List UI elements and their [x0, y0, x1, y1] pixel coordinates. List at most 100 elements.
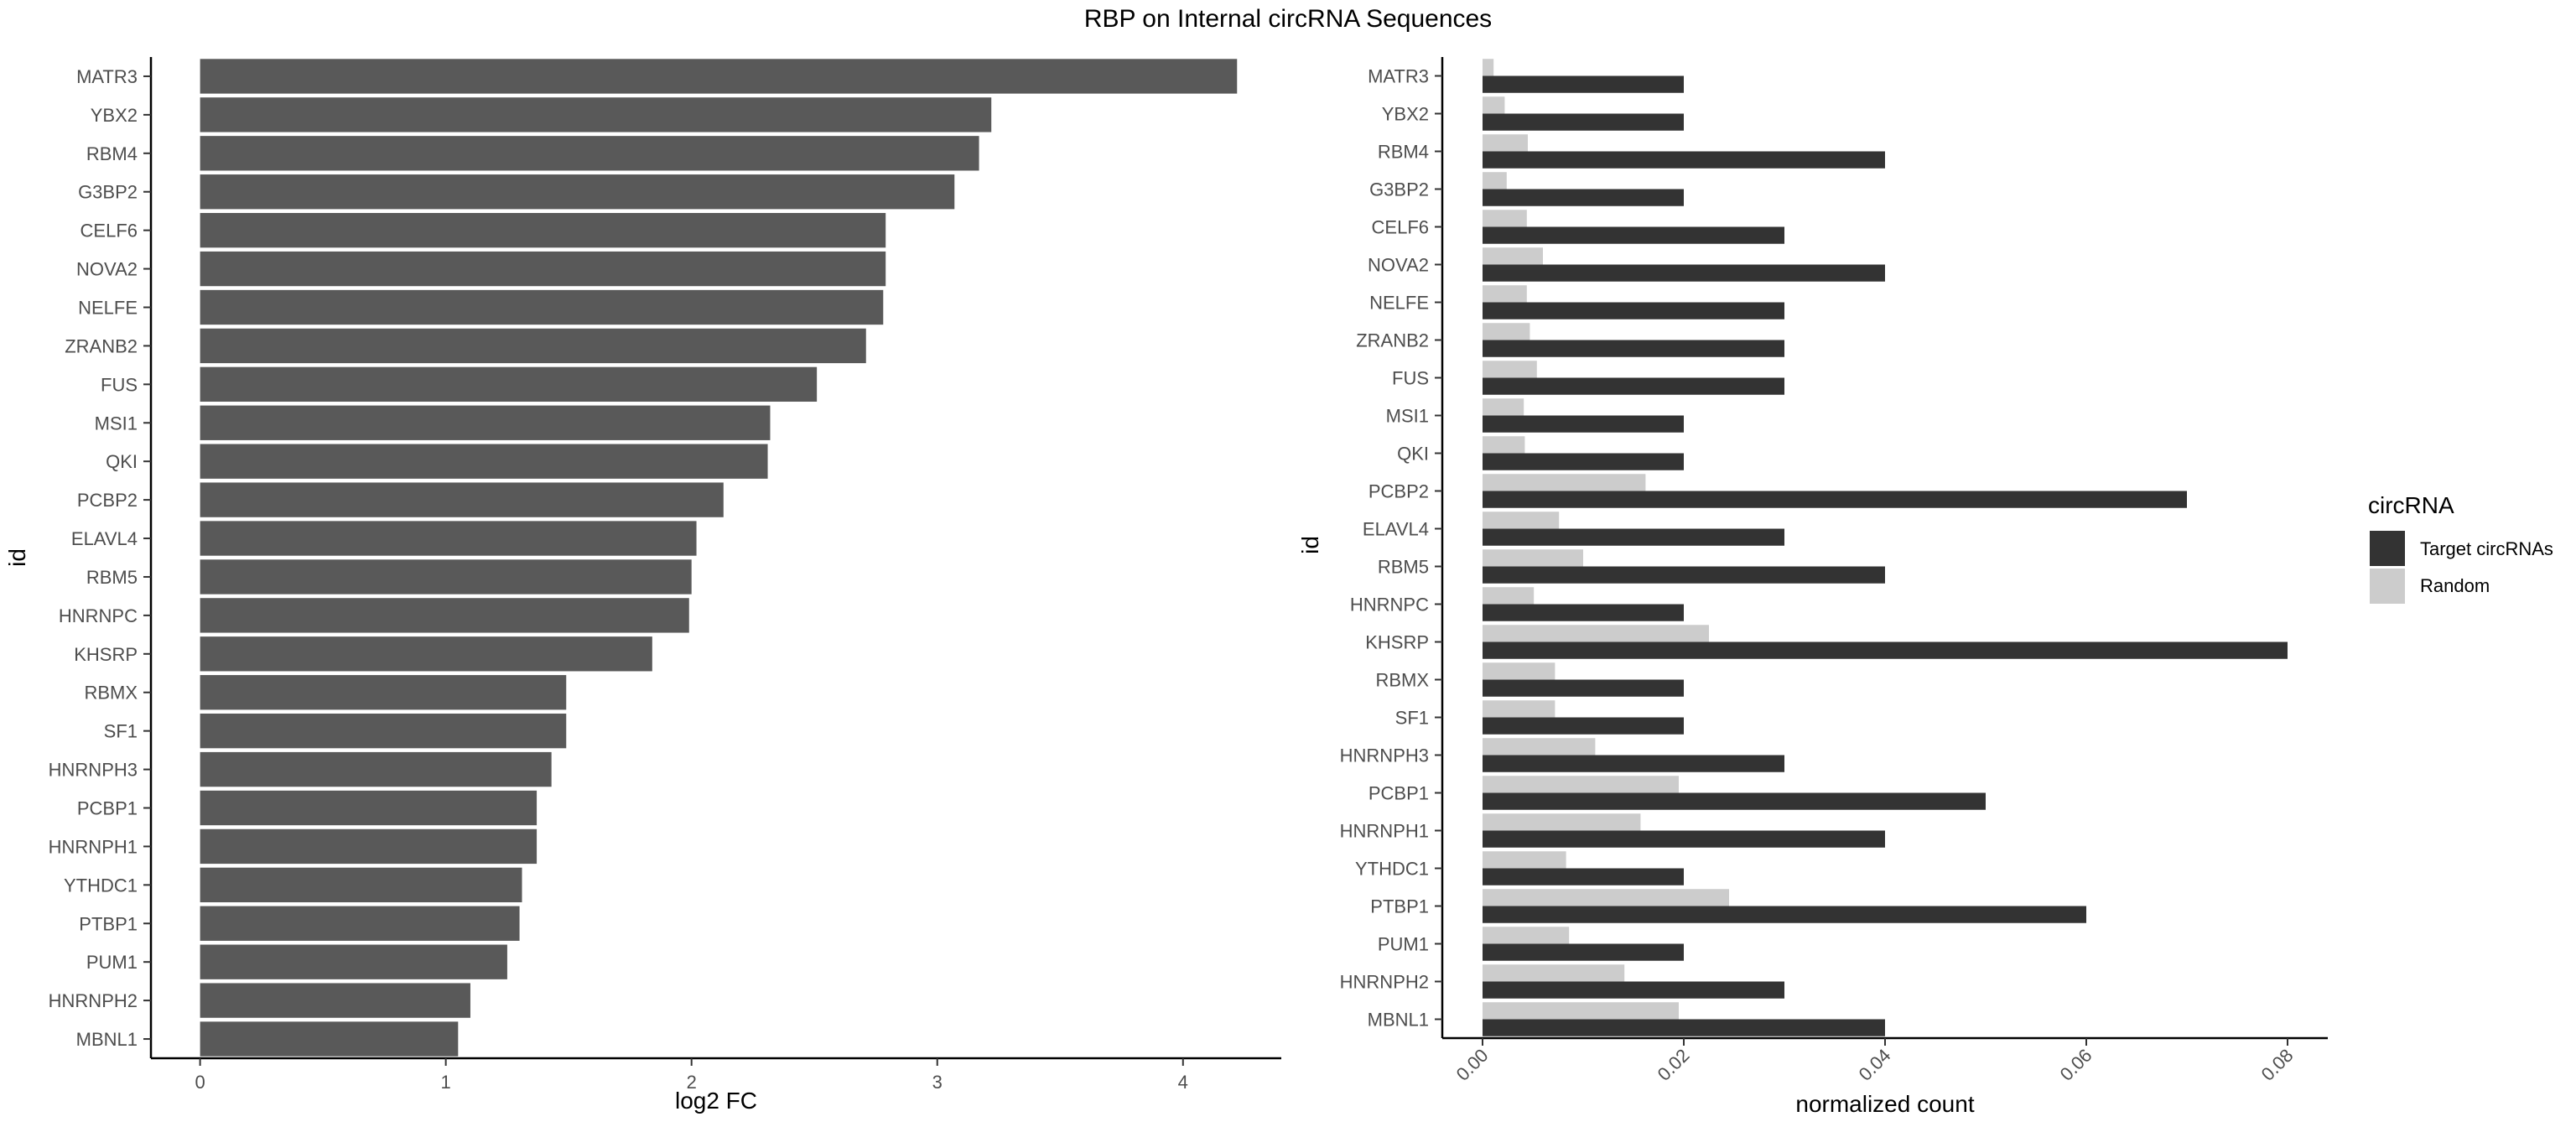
- bar-random-hnrnph3: [1483, 738, 1596, 756]
- y-tick-label-fus: FUS: [1392, 368, 1429, 389]
- y-tick-label-msi1: MSI1: [1386, 406, 1429, 427]
- y-tick-label-hnrnph2: HNRNPH2: [1340, 972, 1429, 993]
- bar-random-sf1: [1483, 700, 1555, 718]
- bar-random-pum1: [1483, 927, 1570, 944]
- y-tick-label-nelfe: NELFE: [78, 298, 138, 319]
- x-tick-label: 0.08: [2257, 1045, 2298, 1085]
- bar-hnrnph1: [200, 828, 538, 865]
- y-tick-label-hnrnph1: HNRNPH1: [49, 836, 138, 857]
- bar-rbmx: [200, 675, 567, 710]
- y-tick-label-hnrnph2: HNRNPH2: [49, 990, 138, 1011]
- bar-target-qki: [1483, 453, 1684, 470]
- bar-random-khsrp: [1483, 625, 1709, 642]
- y-tick-label-hnrnph1: HNRNPH1: [1340, 821, 1429, 842]
- y-tick-label-msi1: MSI1: [95, 413, 138, 434]
- legend-title: circRNA: [2368, 492, 2454, 518]
- bar-random-nova2: [1483, 247, 1543, 265]
- y-tick-label-pum1: PUM1: [1378, 934, 1429, 955]
- bar-ybx2: [200, 97, 992, 132]
- bar-random-hnrnpc: [1483, 587, 1535, 605]
- right-bars: [1483, 59, 2288, 1036]
- y-tick-label-pum1: PUM1: [86, 952, 138, 973]
- bar-target-hnrnph2: [1483, 981, 1784, 999]
- bar-target-rbmx: [1483, 679, 1684, 697]
- x-tick-label: 1: [441, 1072, 451, 1093]
- legend: circRNA Target circRNAs Random: [2368, 492, 2553, 604]
- bar-pcbp1: [200, 790, 538, 826]
- y-tick-label-pcbp2: PCBP2: [1368, 481, 1429, 502]
- y-tick-label-hnrnph3: HNRNPH3: [49, 760, 138, 781]
- y-tick-label-ybx2: YBX2: [1382, 104, 1429, 125]
- y-tick-label-ythdc1: YTHDC1: [64, 875, 138, 896]
- y-tick-label-g3bp2: G3BP2: [1369, 179, 1429, 200]
- bar-target-khsrp: [1483, 641, 2288, 659]
- y-tick-label-ythdc1: YTHDC1: [1355, 859, 1429, 880]
- bar-hnrnpc: [200, 598, 689, 633]
- bar-random-msi1: [1483, 398, 1524, 416]
- bar-random-pcbp2: [1483, 474, 1646, 491]
- bar-ythdc1: [200, 867, 522, 903]
- bar-random-pcbp1: [1483, 776, 1679, 793]
- bar-qki: [200, 444, 768, 479]
- bar-target-hnrnph1: [1483, 830, 1885, 848]
- bar-target-msi1: [1483, 415, 1684, 433]
- bar-random-fus: [1483, 361, 1537, 378]
- left-bars: [200, 59, 1238, 1057]
- bar-target-pum1: [1483, 943, 1684, 961]
- y-tick-label-qki: QKI: [106, 451, 138, 472]
- chart-title: RBP on Internal circRNA Sequences: [1084, 5, 1492, 33]
- y-tick-label-elavl4: ELAVL4: [1363, 519, 1429, 540]
- y-tick-label-celf6: CELF6: [80, 221, 138, 242]
- bar-target-fus: [1483, 377, 1784, 395]
- bar-random-elavl4: [1483, 512, 1560, 529]
- bar-matr3: [200, 59, 1238, 94]
- bar-random-hnrnph1: [1483, 813, 1641, 831]
- bar-ptbp1: [200, 906, 520, 941]
- y-tick-label-g3bp2: G3BP2: [78, 182, 138, 203]
- y-tick-label-hnrnpc: HNRNPC: [59, 605, 138, 626]
- bar-target-pcbp1: [1483, 792, 1986, 810]
- bar-celf6: [200, 212, 886, 248]
- y-tick-label-rbmx: RBMX: [84, 683, 138, 704]
- bar-random-rbmx: [1483, 662, 1555, 680]
- bar-target-ybx2: [1483, 113, 1684, 131]
- right-y-axis-title: id: [1297, 536, 1323, 554]
- bar-sf1: [200, 713, 567, 749]
- bar-random-rbm5: [1483, 549, 1583, 567]
- y-tick-label-celf6: CELF6: [1372, 217, 1429, 238]
- bar-random-qki: [1483, 436, 1525, 454]
- y-tick-label-rbm5: RBM5: [86, 567, 138, 588]
- bar-random-mbnl1: [1483, 1002, 1679, 1020]
- bar-random-celf6: [1483, 210, 1527, 227]
- y-tick-label-hnrnpc: HNRNPC: [1350, 595, 1429, 615]
- bar-pum1: [200, 944, 507, 979]
- bar-random-ybx2: [1483, 96, 1505, 114]
- bar-target-nelfe: [1483, 302, 1784, 319]
- right-y-ticks: MATR3 YBX2 RBM4 G3BP2 CELF6 NOVA2 NELFE ZRANB2 F…: [1340, 66, 1442, 1031]
- bar-random-zranb2: [1483, 323, 1530, 340]
- bar-target-nova2: [1483, 264, 1885, 282]
- x-tick-label: 0.04: [1855, 1045, 1895, 1085]
- bar-random-g3bp2: [1483, 172, 1507, 190]
- bar-g3bp2: [200, 174, 955, 210]
- left-x-ticks: 0 1 2 3 4: [195, 1058, 1188, 1093]
- x-tick-label: 0.06: [2056, 1045, 2096, 1085]
- x-tick-label: 4: [1178, 1072, 1188, 1093]
- bar-random-matr3: [1483, 59, 1494, 76]
- bar-target-hnrnph3: [1483, 755, 1784, 772]
- x-tick-label: 0.02: [1654, 1045, 1694, 1085]
- y-tick-label-ybx2: YBX2: [91, 105, 138, 126]
- y-tick-label-mbnl1: MBNL1: [1368, 1010, 1429, 1031]
- bar-target-celf6: [1483, 226, 1784, 244]
- y-tick-label-pcbp1: PCBP1: [77, 798, 138, 819]
- bar-random-hnrnph2: [1483, 964, 1625, 982]
- bar-target-pcbp2: [1483, 491, 2187, 508]
- left-y-axis-title: id: [4, 548, 30, 567]
- bar-target-ptbp1: [1483, 906, 2086, 923]
- y-tick-label-nova2: NOVA2: [1368, 255, 1429, 276]
- y-tick-label-qki: QKI: [1397, 444, 1429, 465]
- y-tick-label-rbm4: RBM4: [86, 143, 138, 164]
- bar-target-sf1: [1483, 717, 1684, 735]
- y-tick-label-khsrp: KHSRP: [1365, 632, 1429, 653]
